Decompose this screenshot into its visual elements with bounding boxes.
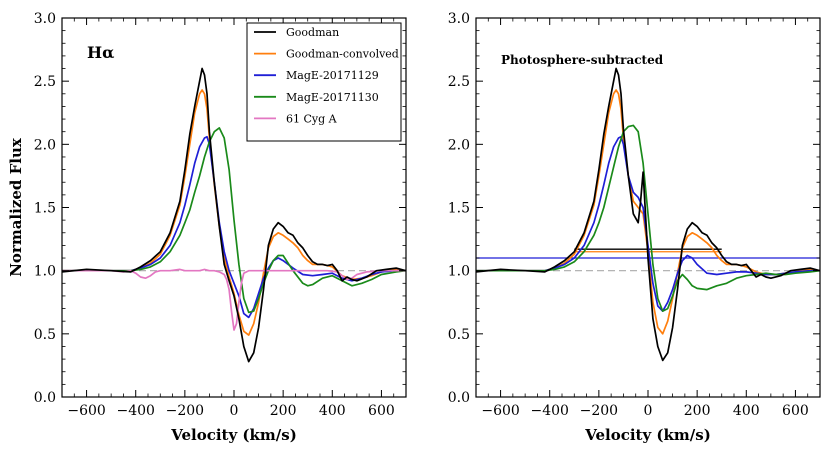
y-tick-label: 0.0 (448, 390, 470, 406)
series-line-mage-20171130 (476, 124, 820, 312)
legend-box (246, 22, 402, 142)
y-tick-label: 0.5 (448, 327, 470, 343)
x-tick-label: −600 (67, 403, 105, 419)
x-tick-label: 600 (368, 403, 395, 419)
x-tick-label: 200 (270, 403, 297, 419)
x-tick-label: −400 (116, 403, 154, 419)
y-tick-label: 0.5 (34, 327, 56, 343)
x-tick-label: −200 (166, 403, 204, 419)
y-tick-label: 3.0 (34, 11, 56, 27)
y-tick-label: 0.0 (34, 390, 56, 406)
x-tick-label: 600 (782, 403, 809, 419)
x-tick-label: −600 (481, 403, 519, 419)
panel-annotation: Photosphere-subtracted (501, 53, 664, 67)
y-tick-label: 1.0 (34, 264, 56, 280)
y-tick-label: 2.5 (34, 74, 56, 90)
y-tick-label: 2.0 (448, 137, 470, 153)
y-tick-label: 3.0 (448, 11, 470, 27)
y-tick-label: 1.0 (448, 264, 470, 280)
y-axis-title: Normalized Flux (7, 137, 25, 277)
legend-label: MagE-20171130 (286, 91, 379, 104)
y-tick-label: 1.5 (448, 201, 470, 217)
y-tick-label: 1.5 (34, 201, 56, 217)
x-tick-label: 0 (644, 403, 653, 419)
series-line-mage-20171130 (62, 127, 406, 314)
x-tick-label: −200 (580, 403, 618, 419)
x-tick-label: 0 (230, 403, 239, 419)
x-axis-title: Velocity (km/s) (584, 426, 711, 444)
legend-label: 61 Cyg A (286, 112, 338, 125)
x-tick-label: 400 (319, 403, 346, 419)
legend-label: MagE-20171129 (286, 69, 379, 82)
chart-panel-left: −600 −400 −200 0 200 400 600 0.0 0.5 1.0 1.5 2.0 2.5… (7, 11, 407, 444)
series-line-goodman (476, 67, 820, 362)
panel-annotation: Hα (87, 43, 114, 62)
y-tick-label: 2.5 (448, 74, 470, 90)
x-tick-label: 400 (733, 403, 760, 419)
plot-area (62, 67, 406, 363)
y-tick-label: 2.0 (34, 137, 56, 153)
series-line-mage-20171129 (476, 135, 820, 312)
x-axis-title: Velocity (km/s) (170, 426, 297, 444)
legend-label: Goodman (286, 26, 339, 39)
legend-label: Goodman-convolved (286, 48, 399, 61)
plot-area (476, 67, 820, 362)
x-tick-label: −400 (530, 403, 568, 419)
x-tick-label: 200 (684, 403, 711, 419)
series-line-goodman (62, 67, 406, 363)
chart-panel-right: −600 −400 −200 0 200 400 600 0.0 0.5 1.0 1.5 2.0 2.5… (448, 11, 821, 444)
